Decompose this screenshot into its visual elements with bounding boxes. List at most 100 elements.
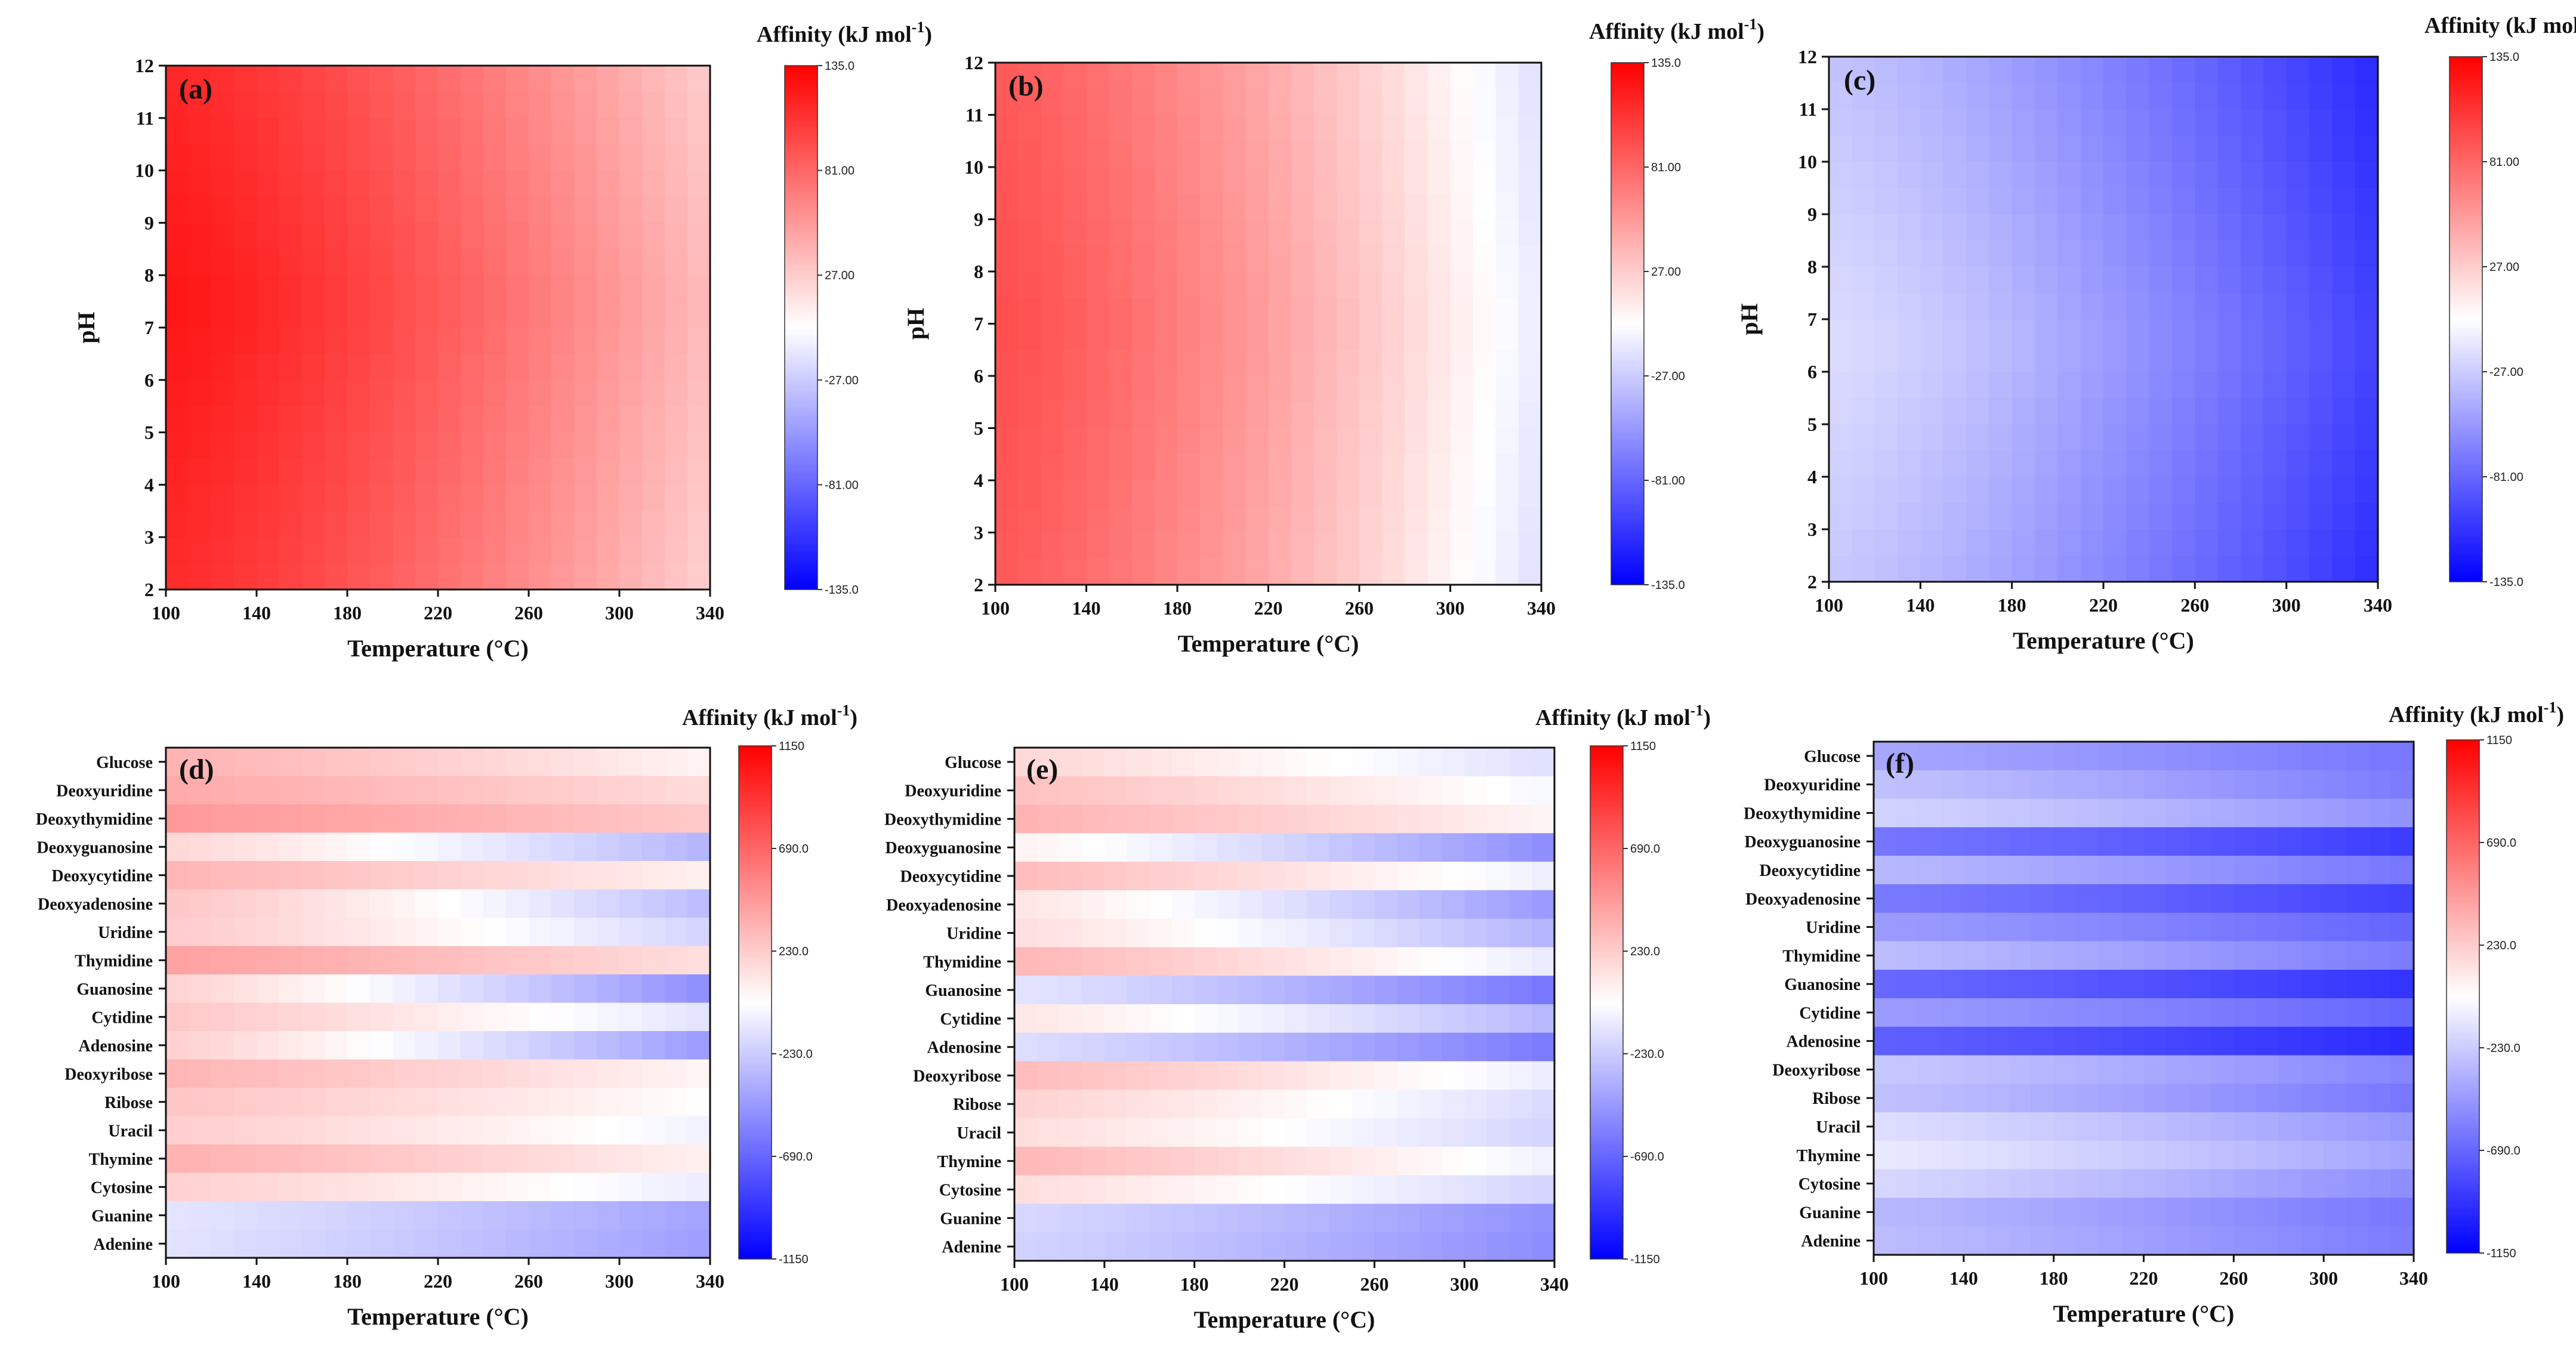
heatmap-cell — [2301, 770, 2324, 800]
heatmap-cell — [2031, 770, 2054, 800]
heatmap-cell — [574, 832, 597, 862]
heatmap-cell — [1486, 1232, 1510, 1261]
heatmap-cell — [551, 458, 575, 485]
heatmap-cell — [2263, 398, 2287, 425]
heatmap-cell — [1495, 167, 1519, 194]
heatmap-cell — [1918, 827, 1942, 856]
heatmap-cell — [347, 353, 371, 381]
heatmap-cell — [1405, 88, 1428, 116]
heatmap-cell — [234, 1229, 257, 1258]
colorbar-tick-label: -690.0 — [1630, 1150, 1664, 1164]
heatmap-cell — [2009, 798, 2032, 828]
heatmap-cell — [1920, 477, 1944, 504]
heatmap-cell — [1509, 833, 1532, 862]
heatmap-cell — [1382, 193, 1405, 220]
heatmap-cell — [189, 406, 212, 433]
heatmap-cell — [551, 946, 575, 975]
heatmap-cell — [1018, 297, 1041, 325]
heatmap-cell — [1109, 115, 1133, 141]
heatmap-cell — [1291, 480, 1315, 507]
heatmap-cell — [2233, 941, 2257, 970]
heatmap-cell — [574, 946, 597, 975]
heatmap-cell — [1532, 748, 1555, 777]
heatmap-cell — [1127, 1232, 1150, 1261]
heatmap-cell — [665, 223, 688, 249]
heatmap-cell — [574, 196, 597, 223]
heatmap-cell — [642, 511, 665, 538]
heatmap-cell — [2241, 477, 2264, 504]
heatmap-cell — [1307, 1004, 1330, 1033]
heatmap-cell — [551, 537, 575, 564]
row-label: Thymine — [89, 1150, 153, 1169]
heatmap-cell — [1450, 428, 1474, 455]
heatmap-cell — [2211, 941, 2234, 970]
heatmap-cell — [687, 301, 711, 328]
heatmap-cell — [2009, 998, 2032, 1027]
heatmap-cell — [370, 776, 393, 805]
heatmap-cell — [1329, 1232, 1353, 1261]
heatmap-cell — [1405, 350, 1428, 377]
heatmap-cell — [2188, 1026, 2212, 1056]
heatmap-cell — [1200, 88, 1223, 116]
heatmap-cell — [995, 115, 1019, 141]
heatmap-cell — [1427, 532, 1451, 559]
colorbar-title-sup: -1 — [1744, 16, 1757, 33]
heatmap-cell — [2012, 109, 2035, 136]
heatmap-cell — [1268, 428, 1292, 455]
heatmap-cell — [687, 918, 711, 947]
heatmap-cell — [483, 918, 507, 947]
heatmap-cell — [1239, 1118, 1263, 1147]
heatmap-cell — [438, 223, 461, 249]
heatmap-cell — [461, 170, 484, 198]
heatmap-cell — [1419, 1204, 1443, 1233]
heatmap-cell — [687, 118, 711, 145]
heatmap-cell — [2188, 941, 2212, 970]
heatmap-cell — [370, 458, 393, 485]
heatmap-cell — [347, 249, 371, 276]
heatmap-cell — [1518, 88, 1542, 116]
heatmap-cell — [1149, 1232, 1173, 1261]
heatmap-cell — [597, 249, 620, 276]
heatmap-cell — [1041, 63, 1064, 90]
heatmap-cell — [1261, 1118, 1285, 1147]
heatmap-cell — [2355, 135, 2378, 162]
heatmap-cell — [1450, 245, 1474, 272]
heatmap-cell — [2031, 912, 2054, 942]
heatmap-cell — [1442, 1061, 1465, 1090]
heatmap-cell — [619, 328, 643, 354]
heatmap-cell — [2195, 503, 2219, 530]
heatmap-cell — [1405, 323, 1428, 350]
heatmap-cell — [393, 889, 416, 918]
heatmap-cell — [1154, 193, 1178, 220]
row-label: Uracil — [1816, 1118, 1861, 1137]
heatmap-cell — [619, 1002, 643, 1032]
heatmap-cell — [1966, 109, 1989, 136]
heatmap-cell — [2121, 1140, 2145, 1170]
heatmap-cell — [302, 170, 325, 198]
heatmap-cell — [257, 301, 280, 328]
heatmap-cell — [1329, 1061, 1353, 1090]
heatmap-cell — [2035, 398, 2058, 425]
y-tick-label: 12 — [1798, 46, 1817, 67]
heatmap-cell — [642, 170, 665, 198]
heatmap-cell — [166, 66, 189, 92]
heatmap-cell — [1063, 88, 1087, 116]
heatmap-cell — [2256, 1112, 2279, 1141]
heatmap-cell — [1405, 297, 1428, 325]
heatmap-cell — [438, 804, 461, 834]
heatmap-cell — [211, 406, 235, 433]
heatmap-cell — [1352, 918, 1375, 948]
heatmap-cell — [1239, 1032, 1263, 1062]
heatmap-cell — [2241, 214, 2264, 241]
heatmap-cell — [1018, 245, 1041, 272]
heatmap-cell — [415, 432, 439, 459]
heatmap-cell — [1336, 480, 1360, 507]
heatmap-cell — [1829, 188, 1852, 215]
heatmap-cell — [1898, 57, 1921, 84]
heatmap-cell — [1896, 1226, 1920, 1255]
heatmap-cell — [1284, 1090, 1307, 1119]
heatmap-cell — [551, 91, 575, 119]
heatmap-cell — [1427, 428, 1451, 455]
heatmap-cell — [1109, 297, 1133, 325]
heatmap-cell — [189, 1172, 212, 1202]
